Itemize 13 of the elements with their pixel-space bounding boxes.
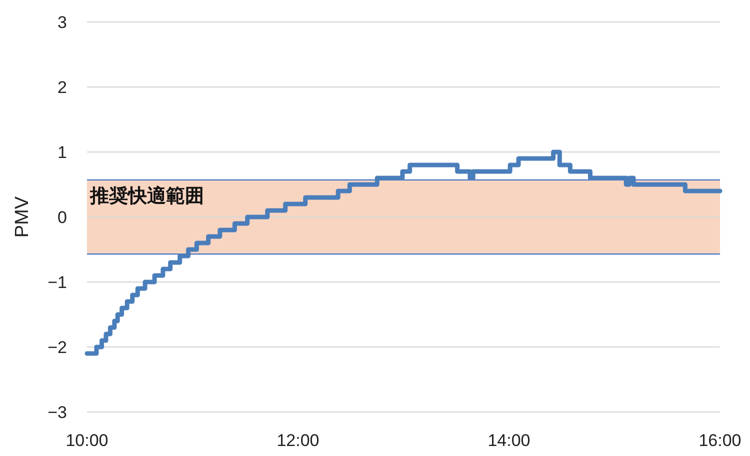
y-tick-label: 2 bbox=[58, 78, 67, 97]
y-tick-label: −3 bbox=[48, 403, 67, 422]
x-tick-label: 12:00 bbox=[276, 431, 320, 450]
x-tick-label: 14:00 bbox=[488, 431, 530, 450]
y-tick-label: 0 bbox=[58, 208, 67, 227]
y-tick-label: −1 bbox=[48, 273, 67, 292]
band-label: 推奨快適範囲 bbox=[89, 184, 204, 207]
y-tick-label: 3 bbox=[58, 13, 67, 32]
x-tick-label: 10:00 bbox=[66, 431, 108, 450]
y-tick-label: −2 bbox=[48, 338, 67, 357]
y-axis-title: PMV bbox=[12, 196, 33, 238]
x-tick-label: 16:00 bbox=[698, 431, 742, 450]
y-tick-label: 1 bbox=[58, 143, 67, 162]
